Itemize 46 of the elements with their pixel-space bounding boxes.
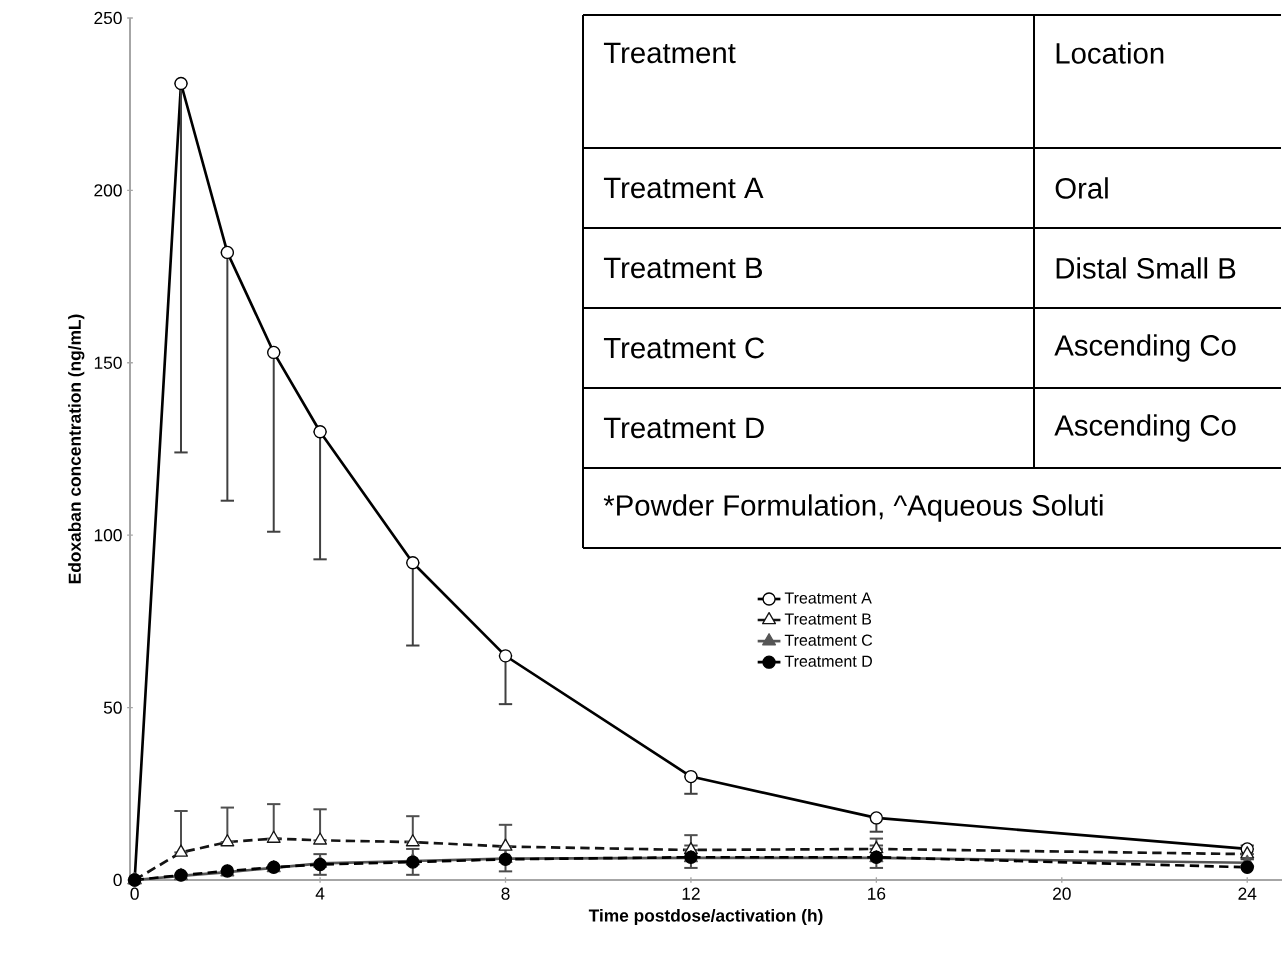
point bbox=[174, 76, 188, 91]
annotation: Distal Small B bbox=[1056, 257, 1236, 279]
point bbox=[684, 769, 698, 784]
point bbox=[313, 832, 328, 845]
x-tick-label: 12 bbox=[682, 887, 700, 900]
point bbox=[267, 345, 281, 360]
x-tick-label: 20 bbox=[1053, 887, 1071, 900]
x-tick-label: 24 bbox=[1238, 887, 1257, 900]
annotation: Treatment A bbox=[603, 177, 764, 199]
annotation: Treatment C bbox=[603, 337, 765, 359]
y-axis-title: Edoxaban concentration (ng/mL) bbox=[68, 314, 85, 584]
legend-label: Treatment D bbox=[784, 655, 872, 667]
legend-label: Treatment C bbox=[784, 634, 873, 646]
y-tick-label: 250 bbox=[94, 11, 122, 25]
annotation: Ascending Co bbox=[1054, 414, 1236, 442]
annotation: Treatment B bbox=[603, 257, 763, 279]
point bbox=[173, 844, 189, 857]
point bbox=[220, 245, 235, 260]
x-tick-label: 4 bbox=[315, 887, 325, 900]
x-tick-label: 8 bbox=[501, 887, 510, 900]
point bbox=[1240, 860, 1254, 874]
y-tick-label: 0 bbox=[113, 873, 122, 887]
point bbox=[266, 830, 281, 843]
annotation: Location bbox=[1056, 42, 1164, 64]
legend-label: Treatment A bbox=[784, 592, 872, 604]
annotation: *Powder Formulation, ^Aqueous Soluti bbox=[603, 494, 1103, 522]
point bbox=[869, 811, 884, 825]
point bbox=[406, 556, 420, 570]
point bbox=[313, 857, 327, 872]
x-axis-title: Time postdose/activation (h) bbox=[588, 908, 823, 926]
annotation: Oral bbox=[1055, 177, 1108, 199]
annotation: Ascending Co bbox=[1054, 334, 1236, 362]
point bbox=[220, 834, 235, 847]
annotation: Treatment bbox=[603, 42, 736, 64]
legend-label: Treatment B bbox=[784, 613, 872, 625]
point bbox=[498, 838, 513, 851]
point bbox=[313, 425, 327, 439]
x-tick-label: 0 bbox=[130, 887, 139, 900]
point bbox=[405, 834, 420, 847]
y-tick-label: 100 bbox=[94, 529, 122, 542]
x-tick-label: 16 bbox=[868, 887, 886, 900]
y-tick-label: 200 bbox=[94, 184, 122, 197]
y-tick-label: 150 bbox=[94, 356, 122, 369]
y-tick-label: 50 bbox=[103, 701, 122, 714]
annotation: Treatment D bbox=[603, 417, 764, 439]
point bbox=[498, 649, 513, 663]
